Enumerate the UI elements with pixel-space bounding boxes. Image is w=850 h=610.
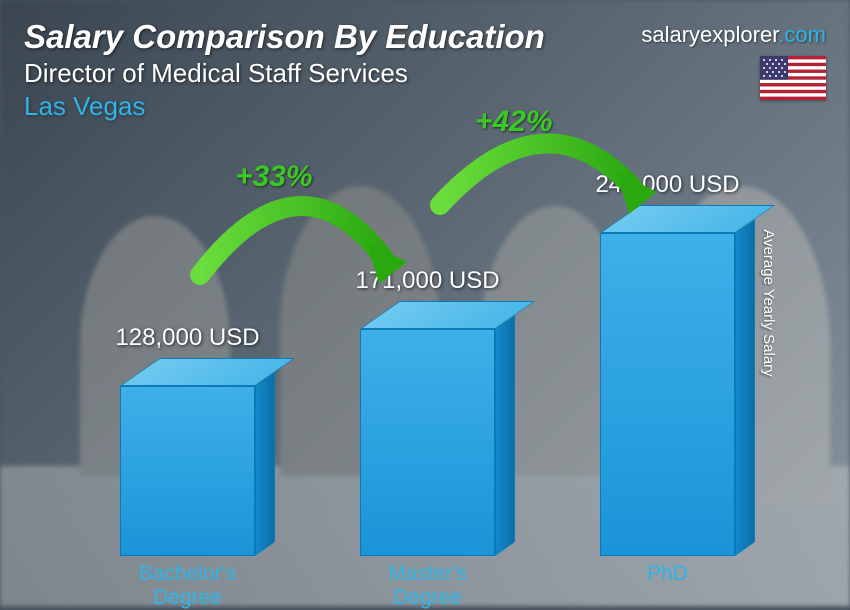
bar-front <box>600 233 735 556</box>
bar-category-label: PhD <box>568 562 768 586</box>
bar-side <box>735 219 755 556</box>
brand-name: salaryexplorer <box>641 22 778 47</box>
us-flag-icon <box>760 56 826 100</box>
bar-front <box>120 386 255 556</box>
bar-front <box>360 329 495 556</box>
bar-category-label: Master'sDegree <box>328 562 528 610</box>
brand-logo: salaryexplorer.com <box>641 22 826 48</box>
bar-side <box>255 372 275 556</box>
bar-side <box>495 315 515 556</box>
y-axis-label: Average Yearly Salary <box>760 229 777 376</box>
chart-location: Las Vegas <box>24 91 826 122</box>
bar-chart: 128,000 USDBachelor'sDegree 171,000 USDMa… <box>70 156 780 556</box>
bar-value-label: 128,000 USD <box>88 324 288 352</box>
bar-category-label: Bachelor'sDegree <box>88 562 288 610</box>
bar-0: 128,000 USDBachelor'sDegree <box>120 386 255 556</box>
chart-subtitle: Director of Medical Staff Services <box>24 58 826 89</box>
brand-suffix: .com <box>778 22 826 47</box>
bar-2: 243,000 USDPhD <box>600 233 735 556</box>
increment-label-0: +33% <box>235 160 313 194</box>
bar-1: 171,000 USDMaster'sDegree <box>360 329 495 556</box>
